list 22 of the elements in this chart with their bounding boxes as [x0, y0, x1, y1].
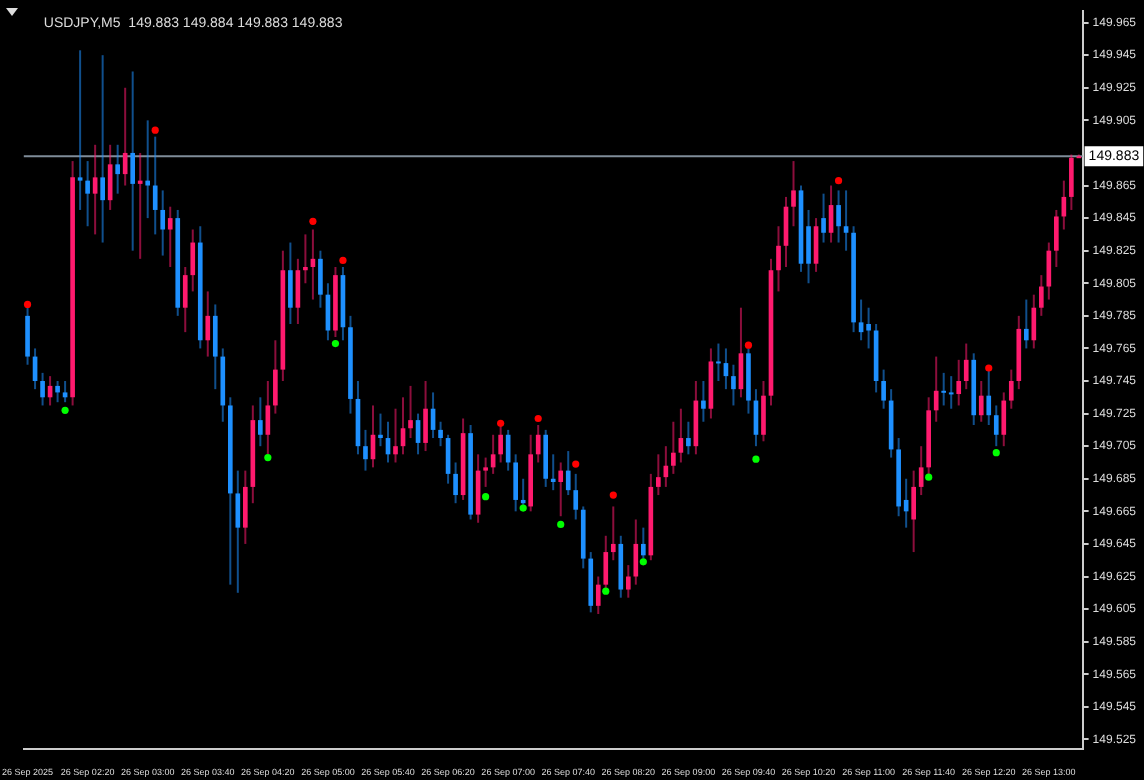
- point: [151, 126, 159, 134]
- point: [534, 414, 542, 423]
- point: [572, 460, 580, 468]
- point: [331, 339, 340, 348]
- point: [309, 217, 317, 225]
- point: [744, 341, 753, 349]
- point: [834, 177, 843, 185]
- point: [23, 300, 32, 309]
- point: [519, 504, 527, 512]
- point: [497, 419, 505, 427]
- point: [639, 558, 647, 566]
- point: [602, 587, 610, 595]
- point: [985, 364, 993, 372]
- point: [609, 491, 617, 499]
- point: [61, 406, 69, 414]
- point: [925, 473, 933, 481]
- point: [339, 256, 347, 265]
- point: [752, 455, 760, 463]
- point: [482, 493, 490, 501]
- point: [264, 453, 272, 462]
- point: [557, 520, 565, 528]
- point: [992, 449, 1000, 457]
